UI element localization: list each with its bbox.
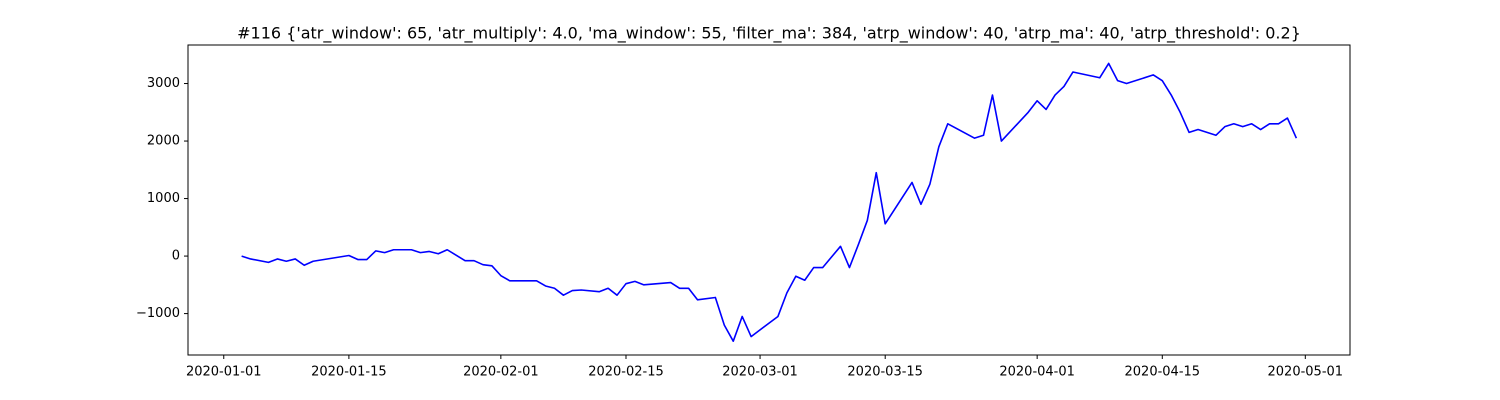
chart-title: #116 {'atr_window': 65, 'atr_multiply': …: [237, 24, 1301, 44]
y-tick-label: 1000: [147, 191, 180, 206]
x-tick-label: 2020-04-01: [999, 365, 1075, 380]
x-tick-label: 2020-01-15: [311, 365, 387, 380]
x-tick-label: 2020-03-15: [847, 365, 923, 380]
x-tick-label: 2020-01-01: [186, 365, 262, 380]
y-tick-label: −1000: [136, 306, 180, 321]
x-tick-label: 2020-02-15: [588, 365, 664, 380]
line-series: [241, 62, 1298, 342]
x-tick-label: 2020-03-01: [722, 365, 798, 380]
x-tick-label: 2020-04-15: [1125, 365, 1201, 380]
x-tick-label: 2020-02-01: [463, 365, 539, 380]
plot-frame: [187, 44, 1351, 356]
x-tick-label: 2020-05-01: [1268, 365, 1344, 380]
y-tick-label: 3000: [147, 76, 180, 91]
y-tick-label: 2000: [147, 134, 180, 149]
y-tick-label: 0: [172, 249, 180, 264]
